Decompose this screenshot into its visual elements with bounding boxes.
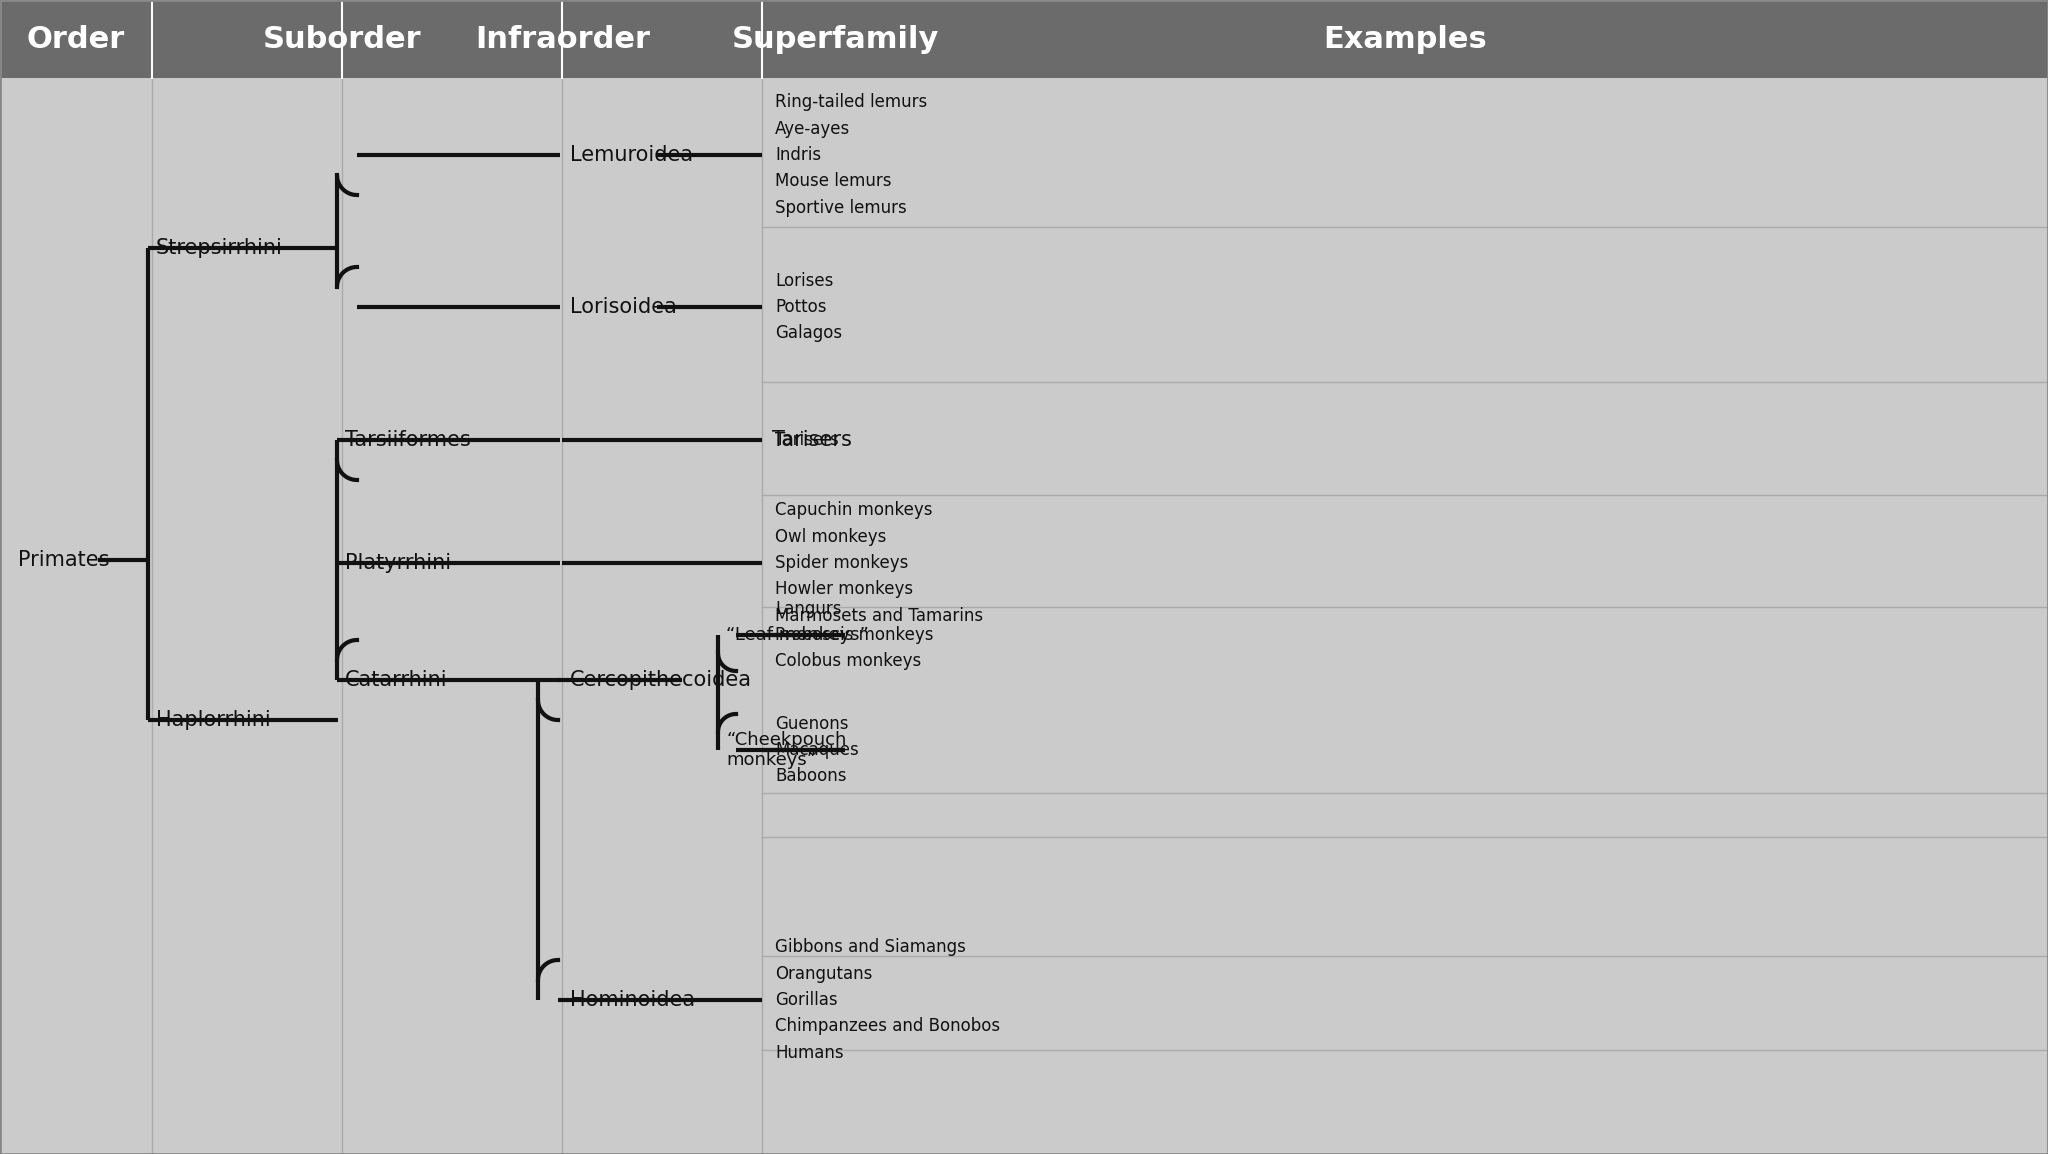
Text: Lorises
Pottos
Galagos: Lorises Pottos Galagos	[774, 271, 842, 343]
Text: Platyrrhini: Platyrrhini	[344, 553, 451, 574]
Text: Lemuroidea: Lemuroidea	[569, 145, 692, 165]
Text: Catarrhini: Catarrhini	[344, 670, 449, 690]
Text: Examples: Examples	[1323, 24, 1487, 53]
Text: Infraorder: Infraorder	[475, 24, 651, 53]
Text: Order: Order	[27, 24, 125, 53]
Text: Tarsiiformes: Tarsiiformes	[344, 430, 471, 450]
Text: “Cheekpouch
monkeys”: “Cheekpouch monkeys”	[725, 730, 846, 770]
Text: Lorisoidea: Lorisoidea	[569, 297, 678, 317]
Text: Haplorrhini: Haplorrhini	[156, 710, 270, 730]
Text: Ring-tailed lemurs
Aye-ayes
Indris
Mouse lemurs
Sportive lemurs: Ring-tailed lemurs Aye-ayes Indris Mouse…	[774, 93, 928, 217]
Text: Tarisers: Tarisers	[772, 430, 852, 450]
Text: Gibbons and Siamangs
Orangutans
Gorillas
Chimpanzees and Bonobos
Humans: Gibbons and Siamangs Orangutans Gorillas…	[774, 938, 999, 1062]
Text: Hominoidea: Hominoidea	[569, 990, 694, 1010]
Text: Suborder: Suborder	[262, 24, 422, 53]
Text: Superfamily: Superfamily	[731, 24, 940, 53]
Text: Langurs
Proboscis monkeys
Colobus monkeys: Langurs Proboscis monkeys Colobus monkey…	[774, 600, 934, 670]
Text: “Leaf monkeys”: “Leaf monkeys”	[725, 625, 868, 644]
Text: Capuchin monkeys
Owl monkeys
Spider monkeys
Howler monkeys
Marmosets and Tamarin: Capuchin monkeys Owl monkeys Spider monk…	[774, 501, 983, 624]
Text: Cercopithecoidea: Cercopithecoidea	[569, 670, 752, 690]
Text: Primates: Primates	[18, 550, 109, 570]
Bar	[0, 0, 2048, 78]
Text: Strepsirrhini: Strepsirrhini	[156, 238, 283, 258]
Text: Guenons
Macaques
Baboons: Guenons Macaques Baboons	[774, 714, 858, 786]
Text: Tarisers: Tarisers	[774, 430, 840, 449]
